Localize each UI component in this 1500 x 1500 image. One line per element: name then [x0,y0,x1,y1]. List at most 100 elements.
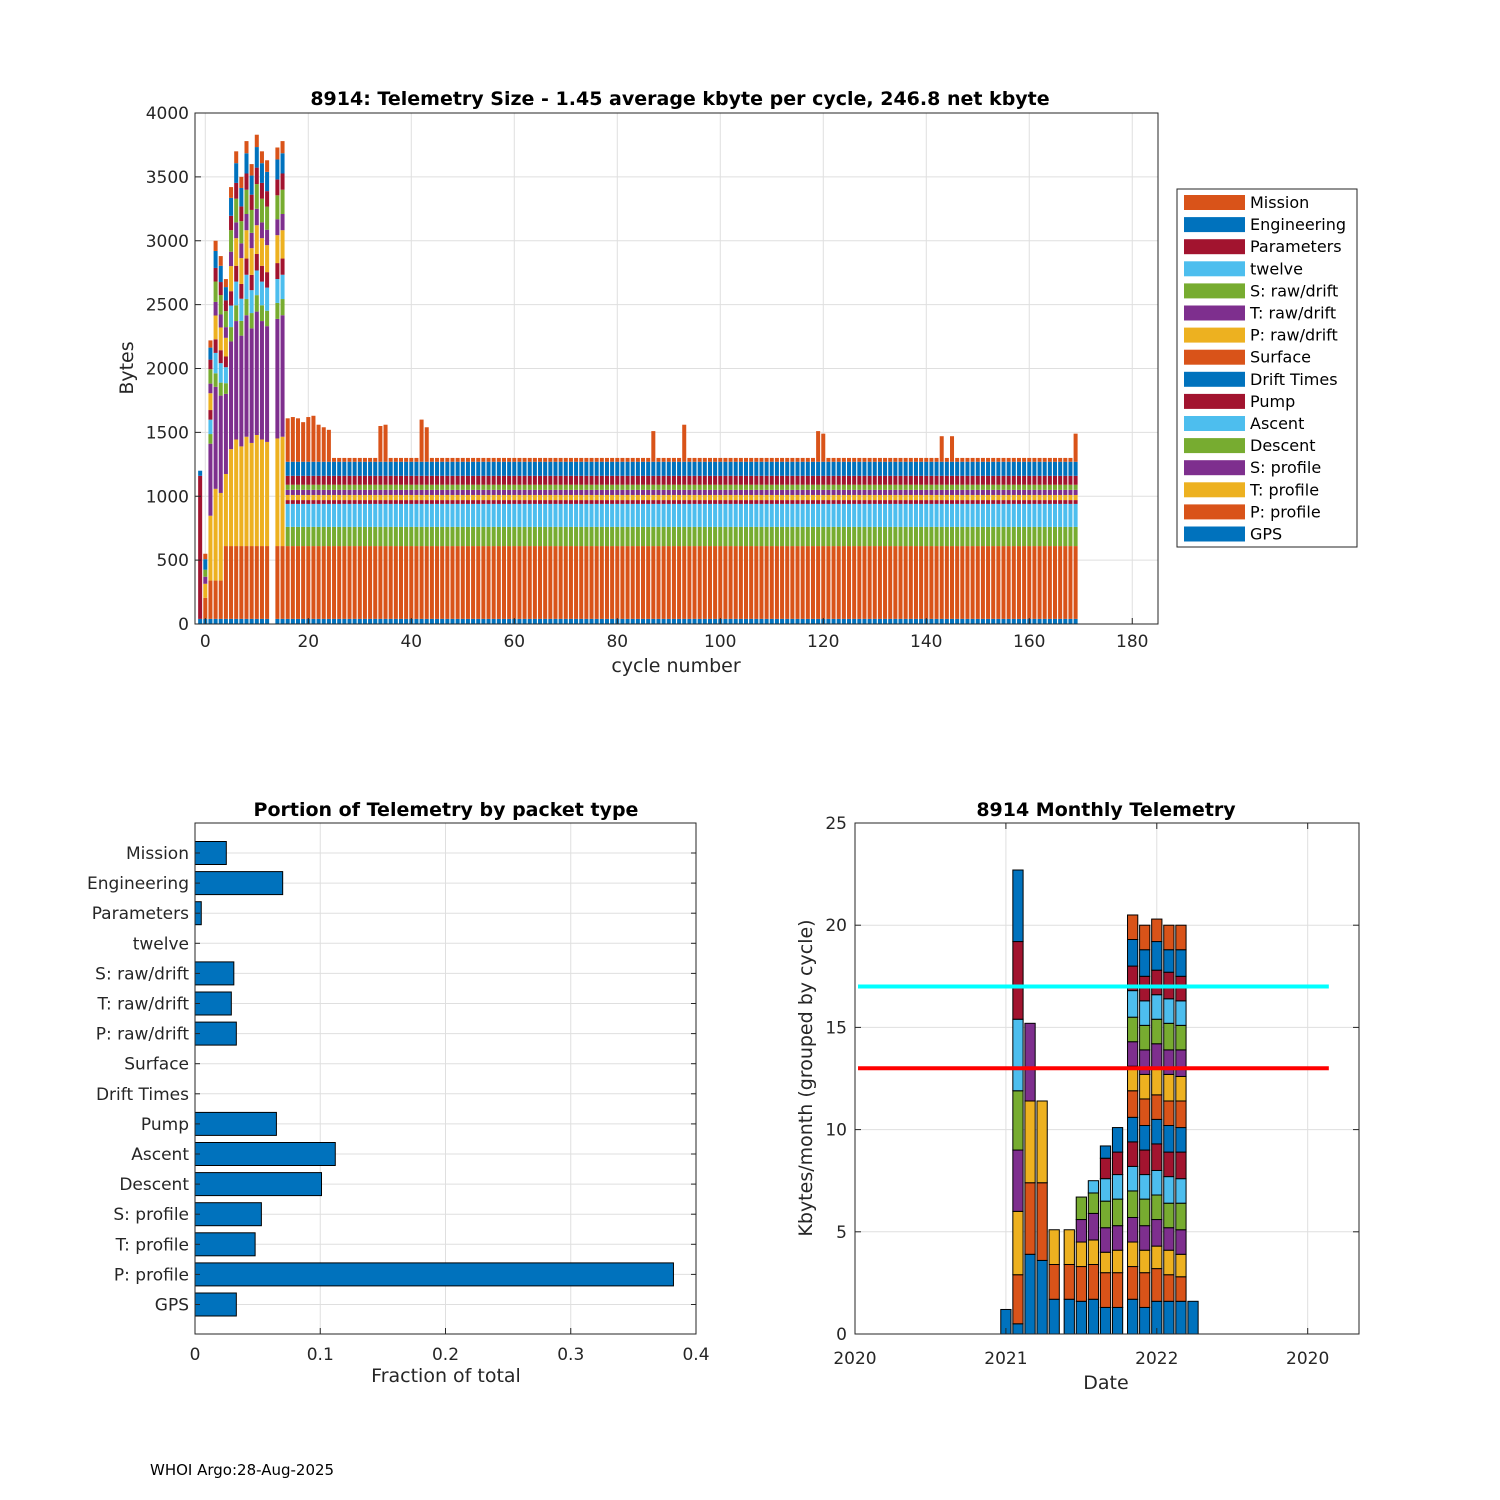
category-label: S: raw/drift [95,964,189,984]
bar-segment-parameters [424,475,429,485]
bar-segment-ascent [944,503,949,527]
bar-segment-s-raw-drift [852,484,857,490]
bar-segment-mission [378,425,383,462]
bar-segment-pump [661,500,666,504]
bar-segment-descent [398,526,403,547]
monthly-xlabel: Date [1083,1372,1128,1394]
bar-segment-ascent [1068,503,1073,527]
bar-segment-s-raw-drift [337,484,342,490]
bar-segment-p-raw-drift [831,494,836,501]
bar-segment-gps [579,618,584,624]
bar-segment-t-raw-drift [290,489,295,495]
y-tick-label: 10 [825,1121,847,1141]
bar-segment-engineering [666,461,671,476]
bar-segment-descent [604,526,609,547]
bar-segment-ascent [290,503,295,527]
bar-segment-p-raw-drift [604,494,609,501]
bar-segment-p-raw-drift [244,230,249,259]
bar-segment-parameters [682,475,687,485]
bar-segment-s-raw-drift [883,484,888,490]
bar-segment-descent [986,526,991,547]
bar-segment-s-raw-drift [553,484,558,490]
bar-segment-s-raw-drift [208,369,213,384]
bar-segment-parameters [960,475,965,485]
bar-segment-pump [671,500,676,504]
bar-segment-engineering [810,461,815,476]
bar-segment-engineering [213,250,218,268]
bar-segment-pump [1073,500,1078,504]
bar-segment-p-profile [1068,546,1073,619]
bar-segment-t-raw-drift [306,489,311,495]
month-bar-segment [1063,1264,1075,1300]
bar-segment-engineering [218,265,223,283]
bar-segment-pump [635,500,640,504]
bar-segment-ascent [285,503,290,527]
bar-segment-pump [996,500,1001,504]
bar-segment-parameters [280,173,285,190]
bar-segment-t-raw-drift [1047,489,1052,495]
bar-segment-p-raw-drift [816,494,821,501]
bar-segment-s-raw-drift [847,484,852,490]
bar-segment-ascent [1063,503,1068,527]
bar-segment-t-raw-drift [883,489,888,495]
bar-segment-mission [682,424,687,462]
bar-segment-ascent [517,503,522,527]
bar-segment-t-raw-drift [254,208,259,226]
legend-label: Ascent [1250,414,1304,433]
bar-segment-engineering [553,461,558,476]
bar-segment-ascent [599,503,604,527]
x-tick-label: 120 [807,632,839,652]
bar-segment-pump [852,500,857,504]
bar-segment-p-raw-drift [265,245,270,273]
bar-segment-s-raw-drift [635,484,640,490]
bar-segment-t-raw-drift [702,489,707,495]
bar-segment-gps [362,618,367,624]
x-tick-label: 160 [1013,632,1045,652]
bar-segment-t-raw-drift [836,489,841,495]
bar-segment-descent [790,526,795,547]
bar-segment-p-raw-drift [398,494,403,501]
bar-segment-ascent [790,503,795,527]
bar-segment-descent [950,526,955,547]
bar-segment-engineering [285,461,290,476]
x-tick-label: 0.2 [432,1345,459,1365]
bar-segment-p-raw-drift [239,258,244,284]
bar-segment-gps [898,618,903,624]
bar-segment-pump [424,500,429,504]
bar-segment-mission [1037,457,1042,462]
bar-segment-parameters [414,475,419,485]
bar-segment-t-raw-drift [568,489,573,495]
bar-segment-t-raw-drift [1006,489,1011,495]
bar-segment-gps [826,618,831,624]
month-bar-segment [1075,1266,1087,1302]
bar-segment-p-profile [738,546,743,619]
bar-segment-pump [352,500,357,504]
bar-segment-s-raw-drift [398,484,403,490]
x-tick-label: 0 [200,632,211,652]
bar-segment-gps [641,618,646,624]
bar-segment-p-profile [455,546,460,619]
bar-segment-gps [857,618,862,624]
bar-segment-p-raw-drift [429,494,434,501]
bar-segment-t-raw-drift [707,489,712,495]
bar-segment-t-raw-drift [666,489,671,495]
month-bar-segment [1036,1100,1048,1184]
bar-segment-ascent [913,503,918,527]
bar-segment-engineering [733,461,738,476]
bar-segment-ascent [404,503,409,527]
bar-segment-s-raw-drift [239,221,244,244]
bar-segment-gps [754,618,759,624]
bar-segment-p-raw-drift [656,494,661,501]
bar-segment-gps [986,618,991,624]
bar-segment-s-raw-drift [821,484,826,490]
bar-segment-s-raw-drift [1006,484,1011,490]
bar-segment-p-raw-drift [903,494,908,501]
bar-segment-descent [795,526,800,547]
bar-segment-t-raw-drift [625,489,630,495]
bar-segment-mission [203,553,208,560]
bar-segment-gps [872,618,877,624]
bar-segment-engineering [460,461,465,476]
month-bar-segment [1139,1306,1151,1335]
bar-segment-mission [409,457,414,462]
bar-segment-p-raw-drift [805,494,810,501]
